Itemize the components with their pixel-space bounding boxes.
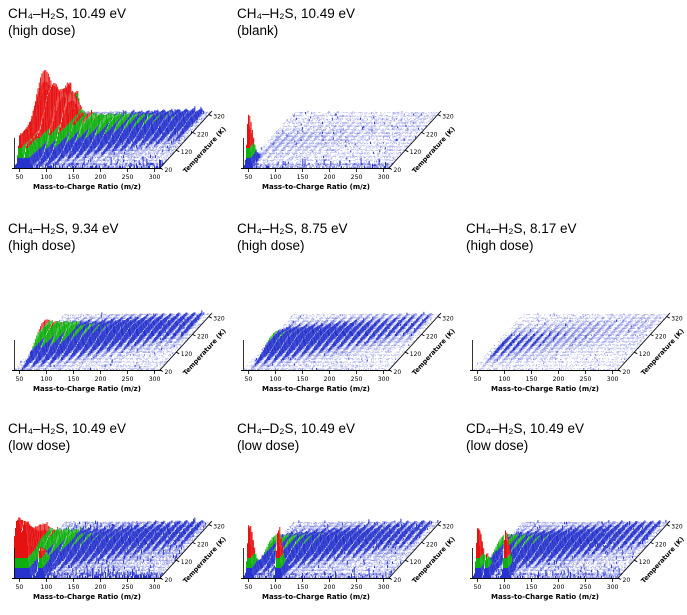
waterfall-plot-canvas	[233, 254, 462, 407]
plot-panel: CH₄–H₂S, 10.49 eV (high dose)	[0, 0, 233, 205]
plot-panel: CD₄–H₂S, 10.49 eV (low dose)	[458, 405, 687, 615]
panel-subtitle: (low dose)	[8, 437, 71, 453]
plot-panel: CH₄–H₂S, 10.49 eV (blank)	[229, 0, 462, 205]
plot-panel: CH₄–H₂S, 10.49 eV (low dose)	[0, 405, 233, 615]
panel-title: CH₄–H₂S, 10.49 eV	[8, 421, 127, 436]
panel-subtitle: (high dose)	[466, 237, 534, 253]
panel-title: CD₄–H₂S, 10.49 eV	[466, 421, 585, 436]
panel-title: CH₄–H₂S, 8.17 eV	[466, 221, 577, 236]
plot-panel: CH₄–H₂S, 9.34 eV (high dose)	[0, 205, 233, 407]
panel-title: CH₄–D₂S, 10.49 eV	[237, 421, 356, 436]
waterfall-plot-canvas	[462, 254, 687, 407]
panel-subtitle: (high dose)	[8, 22, 76, 38]
plot-panel: CH₄–D₂S, 10.49 eV (low dose)	[229, 405, 462, 615]
plot-panel: CH₄–H₂S, 8.75 eV (high dose)	[229, 205, 462, 407]
panel-subtitle: (high dose)	[237, 237, 305, 253]
plot-panel: CH₄–H₂S, 8.17 eV (high dose)	[458, 205, 687, 407]
panel-title: CH₄–H₂S, 8.75 eV	[237, 221, 348, 236]
panel-subtitle: (blank)	[237, 22, 279, 38]
panel-title: CH₄–H₂S, 10.49 eV	[237, 6, 356, 21]
panel-subtitle: (high dose)	[8, 237, 76, 253]
panel-subtitle: (low dose)	[237, 437, 300, 453]
waterfall-plot-canvas	[462, 463, 687, 615]
waterfall-plot-canvas	[233, 53, 462, 205]
waterfall-plot-canvas	[4, 463, 233, 615]
waterfall-plot-canvas	[233, 463, 462, 615]
empty-grid-cell	[458, 0, 687, 205]
panel-title: CH₄–H₂S, 9.34 eV	[8, 221, 119, 236]
panel-subtitle: (low dose)	[466, 437, 529, 453]
panel-title: CH₄–H₂S, 10.49 eV	[8, 6, 127, 21]
waterfall-plot-canvas	[4, 254, 233, 407]
waterfall-plot-canvas	[4, 53, 233, 205]
